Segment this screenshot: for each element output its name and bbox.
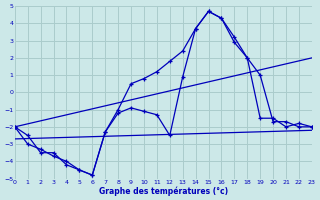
X-axis label: Graphe des températures (°c): Graphe des températures (°c) — [99, 186, 228, 196]
